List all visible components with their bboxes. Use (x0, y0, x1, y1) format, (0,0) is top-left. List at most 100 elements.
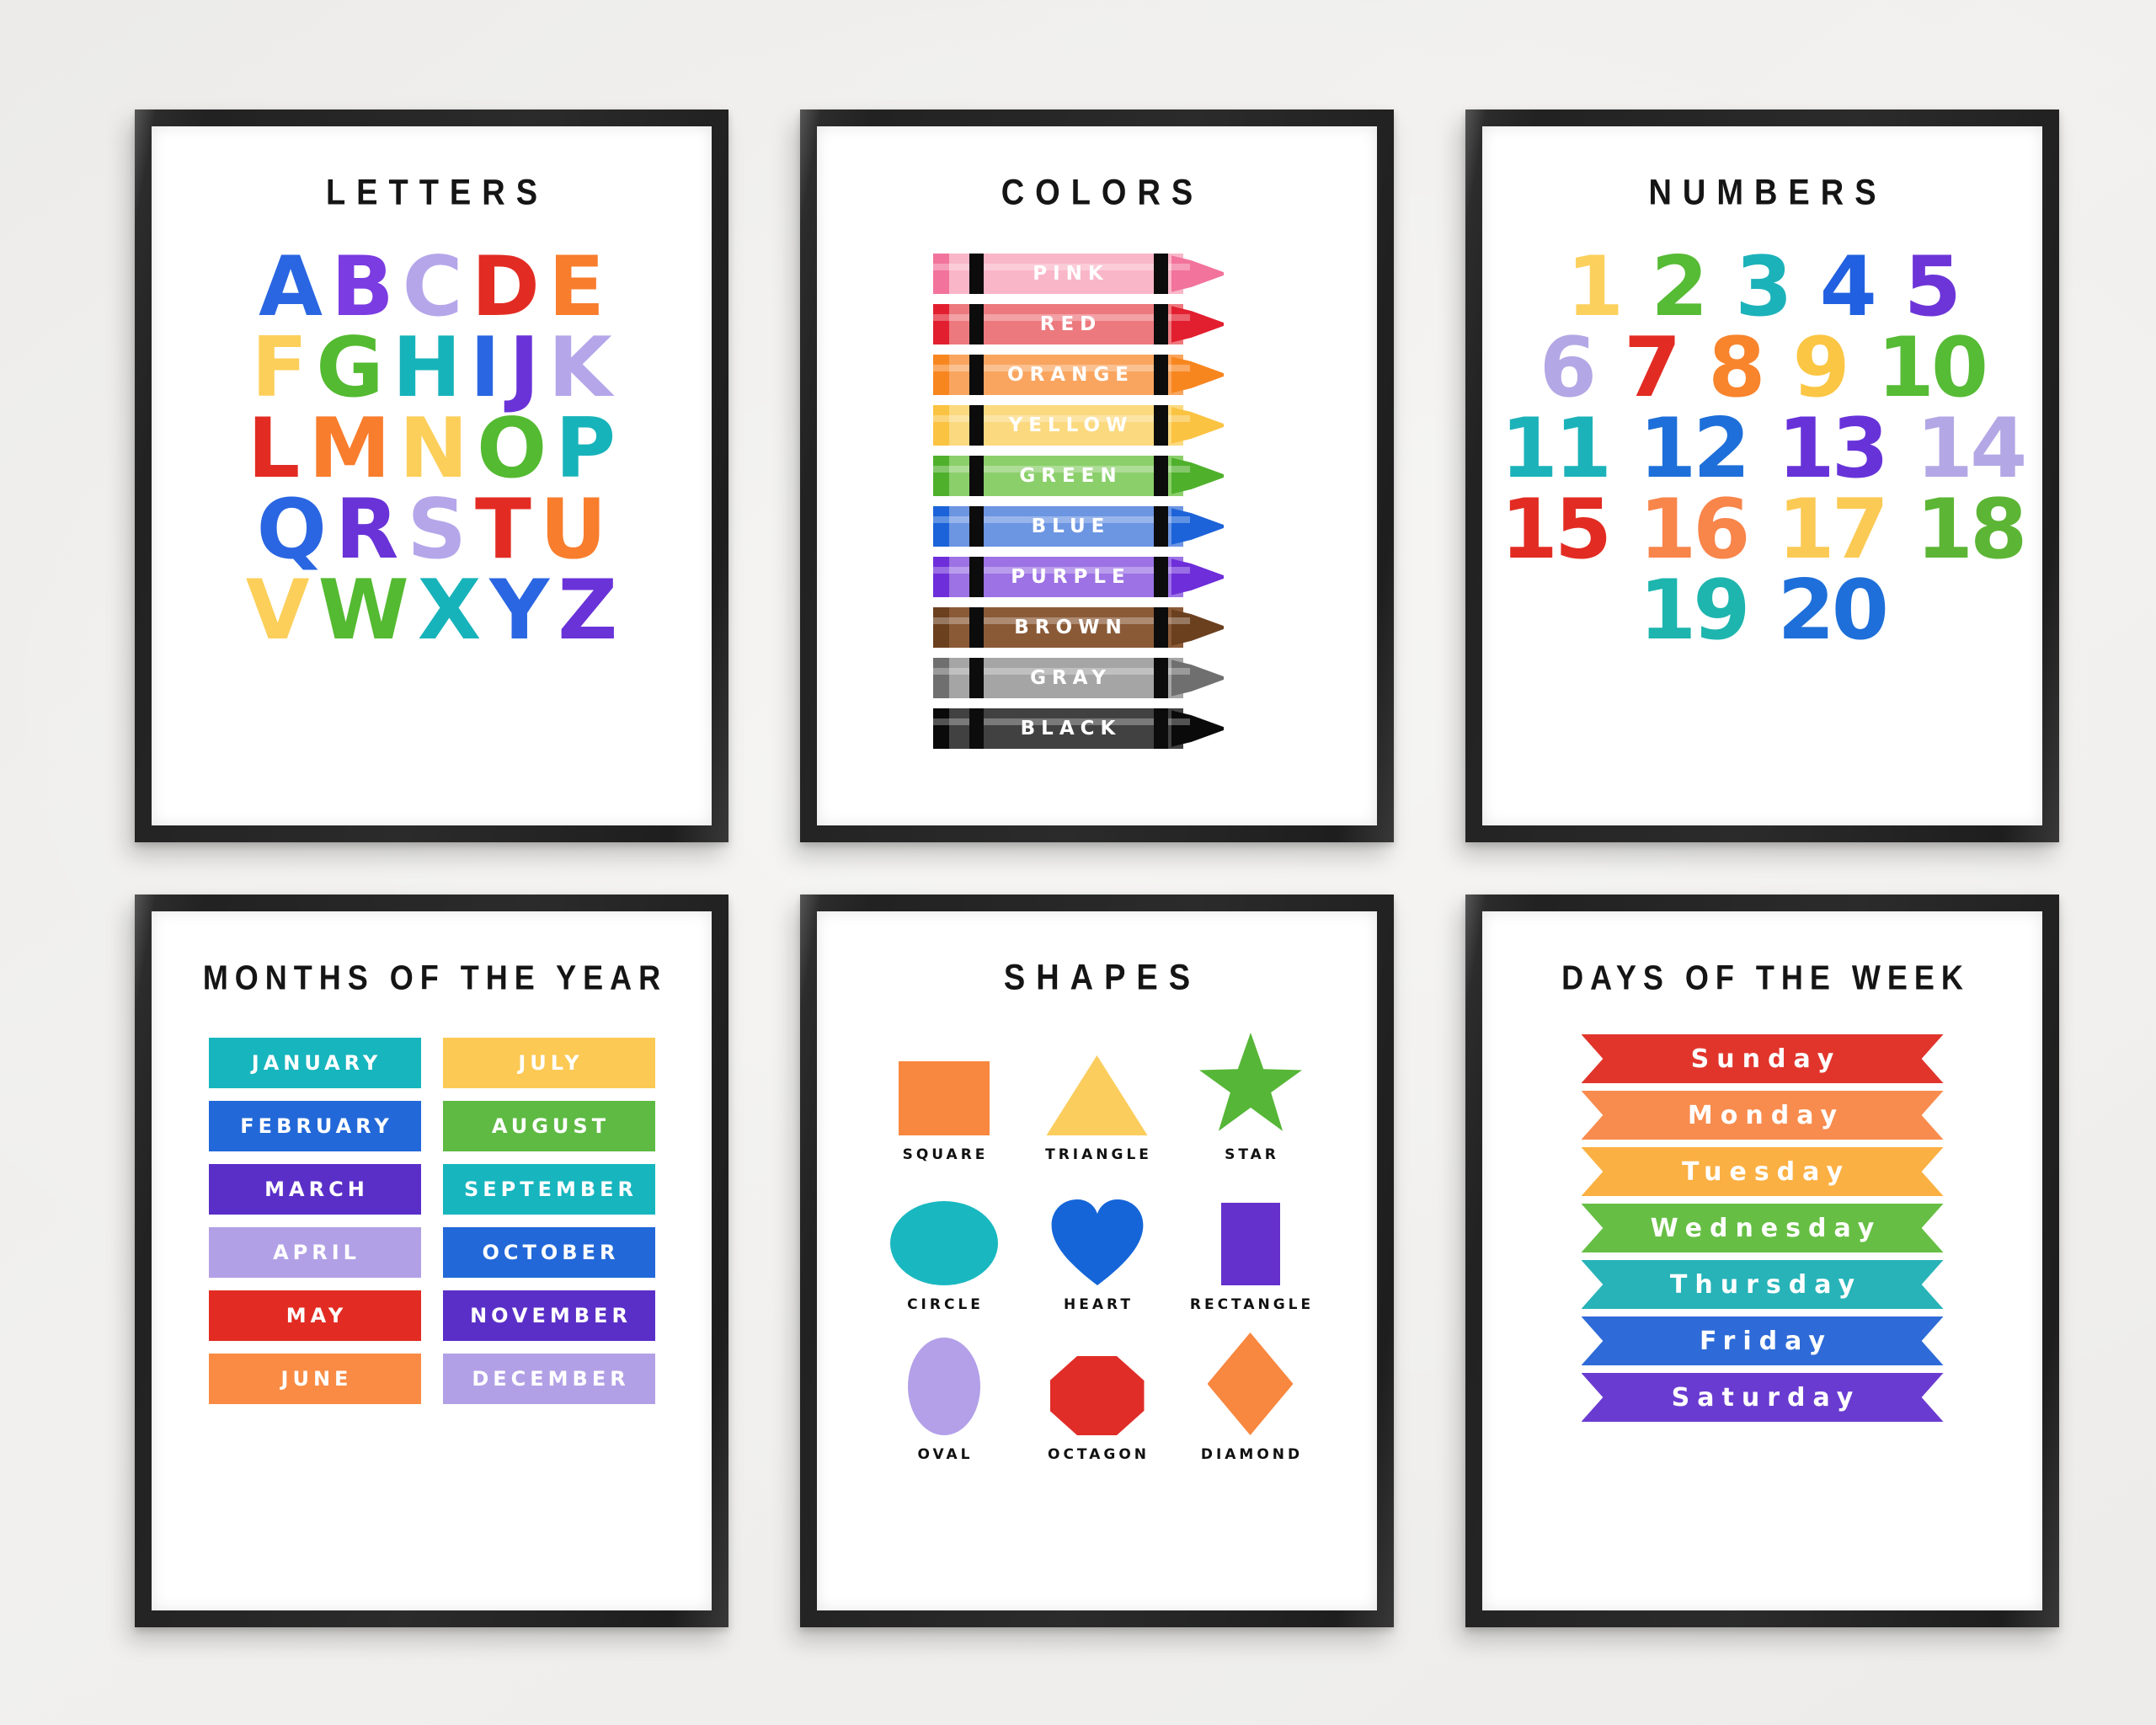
crayon-stripe (1154, 557, 1168, 597)
glyph-row: 15 16 17 18 (1486, 482, 2040, 578)
crayon-tip-icon (1171, 710, 1224, 747)
crayon-label: YELLOW (1008, 414, 1134, 436)
poster-months: MONTHS OF THE YEAR JANUARY FEBRUARY MARCH A… (152, 911, 712, 1610)
shape-label: TRIANGLE (1045, 1146, 1152, 1163)
crayon-stripe (969, 557, 984, 597)
month-bar: AUGUST (442, 1101, 655, 1151)
crayon-end (933, 304, 949, 344)
month-bar: DECEMBER (442, 1354, 655, 1404)
day-ribbon: Saturday (1581, 1373, 1944, 1422)
crayon-label: BLUE (1031, 515, 1111, 537)
number-glyph: 8 (1708, 320, 1765, 416)
crayon-label: BLACK (1020, 718, 1122, 740)
number-glyph: 2 (1651, 239, 1708, 335)
crayon-end (933, 708, 949, 749)
letter-glyph: O (476, 401, 547, 497)
number-glyph: 10 (1876, 320, 1988, 416)
crayon-body (949, 708, 1183, 749)
letter-glyph: C (402, 239, 463, 335)
crayon-tip-icon (1171, 407, 1224, 444)
crayon-stripe (969, 456, 984, 496)
crayon-body (949, 607, 1183, 648)
number-glyph: 6 (1539, 320, 1597, 416)
letter-glyph: B (330, 239, 394, 335)
circle-shape-icon (889, 1201, 998, 1285)
crayon-end (933, 355, 949, 395)
crayon-end (933, 506, 949, 547)
crayon-stack: PINK RED ORANGE YELLOW GREEN BLUE PURPLE BROWN G… (933, 254, 1224, 759)
crayon: ORANGE (933, 355, 1224, 395)
crayon-body (949, 254, 1183, 294)
glyph-row: 6 7 8 9 10 (1486, 320, 2040, 416)
month-bar: NOVEMBER (442, 1290, 655, 1341)
letter-glyph: T (474, 482, 531, 578)
shape-cell: RECTANGLE (1179, 1178, 1322, 1313)
shape-label: DIAMOND (1200, 1446, 1304, 1463)
crayon-label: PINK (1033, 263, 1109, 285)
crayon-body (949, 355, 1183, 395)
shape-label: CIRCLE (907, 1296, 984, 1313)
crayon: BROWN (933, 607, 1224, 648)
crayon-stripe (1154, 658, 1168, 698)
shape-cell: CIRCLE (873, 1178, 1016, 1313)
crayon-stripe (1154, 254, 1168, 294)
crayon: PINK (933, 254, 1224, 294)
shape-cell: DIAMOND (1179, 1328, 1322, 1463)
number-glyph: 19 (1639, 563, 1750, 659)
crayon-tip-icon (1171, 660, 1224, 697)
crayon-stripe (1154, 506, 1168, 547)
letter-glyph: P (555, 401, 616, 497)
letter-glyph: N (398, 401, 468, 497)
crayon-highlight (933, 415, 1190, 422)
triangle-shape-icon (1046, 1055, 1148, 1135)
rectangle-shape-icon (1220, 1203, 1280, 1285)
crayon-tip-icon (1171, 457, 1224, 494)
crayon-highlight (933, 516, 1190, 523)
crayon-highlight (933, 365, 1190, 371)
crayon-stripe (969, 658, 984, 698)
day-ribbon: Tuesday (1581, 1147, 1944, 1196)
crayon-tip-icon (1171, 609, 1224, 646)
day-ribbon: Sunday (1581, 1034, 1944, 1083)
crayon-stripe (1154, 405, 1168, 446)
poster-days: DAYS OF THE WEEK Sunday Monday Tuesday Wedn… (1482, 911, 2042, 1610)
shape-cell: OVAL (873, 1328, 1016, 1463)
number-glyph: 18 (1915, 482, 2027, 578)
number-glyph: 12 (1639, 401, 1750, 497)
number-glyph: 4 (1819, 239, 1877, 335)
crayon-label: RED (1039, 313, 1102, 335)
crayon-end (933, 456, 949, 496)
letter-glyph: X (417, 563, 482, 659)
letter-glyph: Z (558, 563, 618, 659)
crayon-tip-icon (1171, 306, 1224, 343)
shapes-title: SHAPES (1003, 958, 1202, 998)
crayon-highlight (933, 668, 1190, 675)
letter-glyph: K (547, 320, 612, 416)
square-shape-icon (898, 1061, 990, 1135)
shape-cell: STAR (1179, 1028, 1322, 1163)
day-ribbon: Wednesday (1581, 1204, 1944, 1252)
crayon-stripe (969, 355, 984, 395)
number-glyph: 7 (1624, 320, 1681, 416)
letter-glyph: I (469, 320, 501, 416)
crayon-tip-icon (1171, 558, 1224, 595)
crayon-label: BROWN (1014, 617, 1128, 638)
crayon-highlight (933, 264, 1190, 270)
crayon-stripe (1154, 708, 1168, 749)
diamond-shape-icon (1207, 1332, 1294, 1435)
poster-colors-frame: COLORS PINK RED ORANGE YELLOW GREEN BLUE PURPL… (800, 109, 1394, 842)
months-column-left: JANUARY FEBRUARY MARCH APRIL MAY JUNE (208, 1038, 421, 1404)
days-title: DAYS OF THE WEEK (1561, 958, 1970, 997)
months-grid: JANUARY FEBRUARY MARCH APRIL MAY JUNE JULY AUG… (208, 1038, 655, 1404)
poster-shapes: SHAPES SQUARE TRIANGLE STAR CIRCLE HEART RECT… (817, 911, 1377, 1610)
shape-label: OVAL (917, 1446, 974, 1463)
number-glyph: 17 (1777, 482, 1889, 578)
number-glyph: 13 (1777, 401, 1889, 497)
letter-glyph: A (259, 239, 323, 335)
crayon: GRAY (933, 658, 1224, 698)
crayon-stripe (1154, 456, 1168, 496)
crayon-label: GREEN (1019, 465, 1123, 487)
colors-title: COLORS (1001, 173, 1204, 213)
